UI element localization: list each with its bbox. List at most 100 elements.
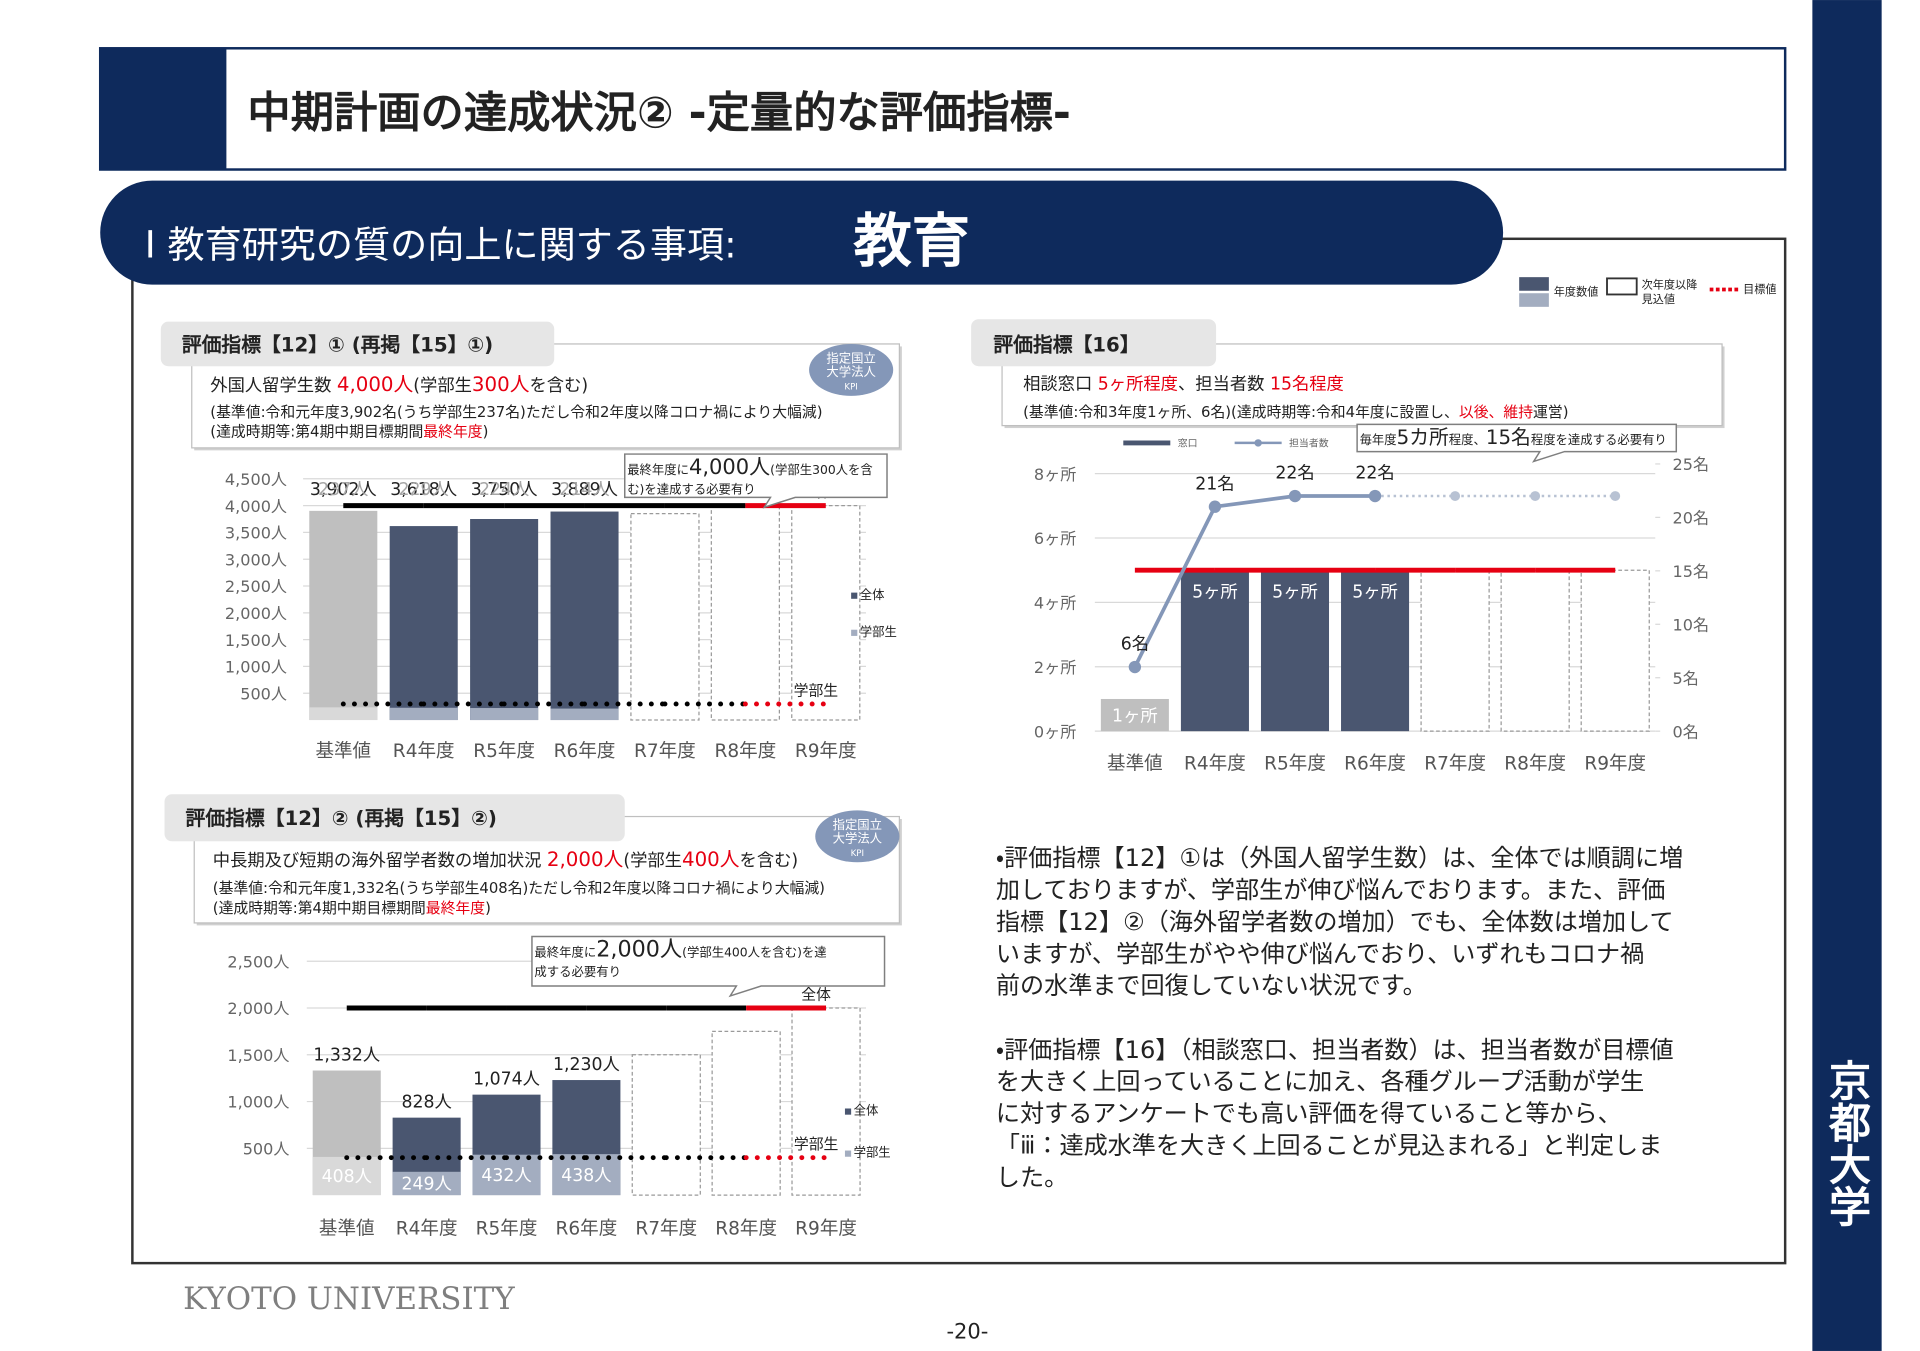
data-label: 1,074人 bbox=[473, 1070, 540, 1090]
text-run: (基準値:令和元年度3,902名(うち学部生237名)ただし令和2年度以降コロナ… bbox=[210, 404, 822, 421]
legend-swatch bbox=[851, 629, 858, 636]
legend-swatch bbox=[844, 1108, 852, 1115]
text-run: 4,000人 bbox=[337, 373, 414, 396]
text-run: (達成時期等:第4期中期目標期間 bbox=[210, 423, 423, 441]
body-text: いますが、学部生がやや伸び悩んでおり、いずれもコロナ禍 bbox=[996, 940, 1644, 968]
callout bbox=[1356, 423, 1678, 463]
line-point bbox=[1368, 489, 1382, 503]
projection-bar bbox=[711, 1030, 781, 1196]
data-label: 5ヶ所 bbox=[1272, 582, 1318, 602]
x-tick-label: R7年度 bbox=[635, 1219, 697, 1240]
legend-label: 全体 bbox=[854, 1104, 879, 1118]
text-run: 程度、 bbox=[1449, 432, 1486, 447]
text-run: 15名 bbox=[1486, 426, 1531, 449]
data-label: 249人 bbox=[401, 1175, 451, 1195]
bar bbox=[470, 519, 539, 721]
y-tick-label: 6ヶ所 bbox=[1034, 529, 1076, 548]
data-label: 408人 bbox=[322, 1167, 372, 1187]
text-run: 、担当者数 bbox=[1178, 375, 1270, 395]
kpi-badge-text: 指定国立 bbox=[826, 351, 875, 366]
projection-point bbox=[1450, 491, 1461, 501]
x-tick-label: R8年度 bbox=[715, 1219, 777, 1240]
bar bbox=[389, 526, 458, 721]
body-text: 指標【12】②（海外留学者数の増加）でも、全体数は増加して bbox=[996, 908, 1674, 936]
text-run: 程度を達成する必要有り bbox=[1531, 432, 1667, 447]
section-banner bbox=[100, 180, 1504, 285]
legend-label: 見込値 bbox=[1642, 293, 1675, 306]
text-line: む)を達成する必要有り bbox=[627, 483, 755, 497]
panel-tab bbox=[971, 319, 1217, 367]
text-line: 相談窓口 5ヶ所程度、担当者数 15名程度 bbox=[1023, 375, 1344, 395]
text-line: 毎年度5カ所程度、15名程度を達成する必要有り bbox=[1360, 426, 1667, 449]
x-tick-label: R7年度 bbox=[634, 741, 696, 762]
text-run: ) bbox=[483, 424, 489, 441]
y-tick-label: 1,000人 bbox=[227, 1093, 289, 1112]
legend-label: 次年度以降 bbox=[1642, 277, 1698, 291]
projection-bar bbox=[1420, 569, 1490, 732]
text-line: (基準値:令和3年度1ヶ所、6名)(達成時期等:令和4年度に設置し、以後、維持運… bbox=[1023, 403, 1568, 421]
bar bbox=[312, 1156, 381, 1196]
kpi-badge bbox=[815, 810, 900, 863]
legend-label: 全体 bbox=[860, 588, 885, 602]
projection-point bbox=[1530, 491, 1541, 501]
projection-bar bbox=[1500, 569, 1570, 732]
y-tick-label: 3,000人 bbox=[225, 550, 287, 569]
projection-bar bbox=[631, 1054, 701, 1196]
section-label: Ⅰ 教育研究の質の向上に関する事項: bbox=[145, 223, 737, 266]
x-tick-label: 基準値 bbox=[319, 1219, 375, 1240]
text-run: を含む) bbox=[529, 376, 588, 396]
panel-tab bbox=[160, 321, 555, 367]
page-number: -20- bbox=[946, 1319, 988, 1344]
y-tick-label: 4,000人 bbox=[225, 497, 287, 516]
text-run: (学部生300人を含 bbox=[770, 462, 873, 477]
y-tick-label: 2ヶ所 bbox=[1034, 658, 1076, 677]
data-label: 21名 bbox=[1195, 474, 1234, 494]
y2-tick-label: 5名 bbox=[1673, 669, 1699, 688]
bar bbox=[550, 708, 619, 721]
bar bbox=[392, 1171, 461, 1196]
projection-bar bbox=[791, 504, 861, 721]
text-line: 成する必要有り bbox=[534, 965, 621, 979]
title-box bbox=[98, 47, 1787, 171]
bar bbox=[1341, 570, 1410, 732]
y2-tick-label: 25名 bbox=[1673, 455, 1710, 474]
projection-bar bbox=[630, 513, 700, 721]
y-tick-label: 1,500人 bbox=[227, 1046, 289, 1065]
panel-heading: 評価指標【12】① (再掲【15】①) bbox=[182, 333, 493, 356]
kpi-badge-text: KPI bbox=[844, 383, 857, 393]
data-label: 1,332人 bbox=[313, 1046, 380, 1066]
target-label: 学部生 bbox=[794, 1136, 839, 1153]
y-tick-label: 500人 bbox=[243, 1140, 290, 1159]
legend-label: 目標値 bbox=[1743, 282, 1776, 296]
kpi-badge-text: 指定国立 bbox=[833, 817, 882, 832]
text-run: (学部生400人を含む)を達 bbox=[682, 944, 826, 959]
line-point bbox=[1208, 500, 1222, 513]
text-line: 最終年度に4,000人(学部生300人を含 bbox=[627, 454, 873, 479]
text-run: 外国人留学生数 bbox=[210, 376, 337, 396]
data-label: 432人 bbox=[481, 1166, 531, 1186]
panel-heading: 評価指標【12】② (再掲【15】②) bbox=[186, 807, 497, 830]
line-point bbox=[1128, 660, 1142, 674]
projection-bar bbox=[710, 504, 780, 721]
text-run: (基準値:令和3年度1ヶ所、6名)(達成時期等:令和4年度に設置し、 bbox=[1023, 403, 1459, 421]
y-tick-label: 4,500人 bbox=[225, 470, 287, 489]
text-line: 中長期及び短期の海外留学者数の増加状況 2,000人(学部生400人を含む) bbox=[213, 848, 798, 871]
data-label: 5ヶ所 bbox=[1192, 582, 1238, 602]
data-label: 1ヶ所 bbox=[1112, 706, 1158, 726]
legend-label: 担当者数 bbox=[1289, 437, 1329, 450]
y-tick-label: 2,500人 bbox=[227, 952, 289, 971]
bar bbox=[1100, 698, 1169, 732]
y-tick-label: 2,000人 bbox=[227, 999, 289, 1018]
x-tick-label: R5年度 bbox=[476, 1219, 538, 1240]
y-tick-label: 500人 bbox=[240, 684, 287, 703]
body-text: ・評価指標【12】①は（外国人留学生数）は、全体では順調に増 bbox=[996, 844, 1683, 872]
x-tick-label: R7年度 bbox=[1424, 754, 1486, 775]
x-tick-label: R4年度 bbox=[1184, 754, 1246, 775]
text-run: 2,000人 bbox=[596, 936, 682, 962]
text-run: 運営) bbox=[1533, 404, 1568, 421]
data-label: 6名 bbox=[1121, 635, 1149, 655]
legend-swatch bbox=[1519, 293, 1549, 307]
x-tick-label: R9年度 bbox=[795, 1219, 857, 1240]
text-line: 外国人留学生数 4,000人(学部生300人を含む) bbox=[210, 373, 588, 396]
target-label: 学部生 bbox=[794, 682, 839, 699]
